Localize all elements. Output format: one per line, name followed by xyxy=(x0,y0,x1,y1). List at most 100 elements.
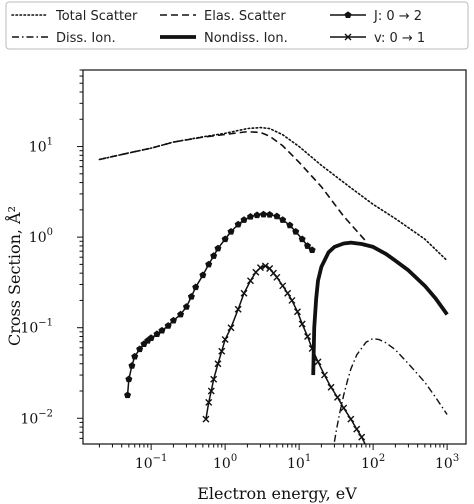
y-axis-label: Cross Section, Å² xyxy=(4,206,24,346)
series-diss-ion xyxy=(333,337,448,442)
x-tick-label: 100 xyxy=(213,453,237,472)
data-point-v-0-1 xyxy=(304,332,312,340)
data-point-j-0-2 xyxy=(246,213,254,220)
data-point-j-0-2 xyxy=(240,216,248,223)
data-point-v-0-1 xyxy=(279,282,287,290)
data-point-j-0-2 xyxy=(199,271,207,279)
data-point-j-0-2 xyxy=(298,235,306,243)
data-point-v-0-1 xyxy=(210,375,218,383)
data-point-j-0-2 xyxy=(192,283,200,291)
data-point-v-0-1 xyxy=(246,277,254,285)
series-elas-scatter xyxy=(99,130,367,242)
legend-entry-total-scatter: Total Scatter xyxy=(11,9,138,24)
legend: Total Scatter Elas. Scatter J: 0 → 2 Diss. … xyxy=(5,1,469,50)
data-point-j-0-2 xyxy=(279,216,287,223)
legend-entry-j-0-2: J: 0 → 2 xyxy=(330,9,422,24)
series-line-elas-scatter xyxy=(99,130,367,242)
data-point-j-0-2 xyxy=(286,221,294,229)
data-point-v-0-1 xyxy=(240,289,248,297)
data-point-j-0-2 xyxy=(308,246,316,254)
legend-entry-v-0-1: v: 0 → 1 xyxy=(330,31,425,46)
data-point-v-0-1 xyxy=(340,404,348,412)
data-point-v-0-1 xyxy=(353,425,361,433)
y-tick-label: 10−1 xyxy=(20,318,53,337)
series-line-total-scatter xyxy=(98,126,448,262)
data-point-v-0-1 xyxy=(205,398,213,406)
legend-label: Diss. Ion. xyxy=(56,31,116,46)
data-point-v-0-1 xyxy=(314,358,322,366)
legend-label: Total Scatter xyxy=(55,9,138,24)
legend-label: J: 0 → 2 xyxy=(373,9,422,24)
x-tick-label: 102 xyxy=(361,453,385,472)
data-point-v-0-1 xyxy=(347,415,355,423)
series-nondiss-ion xyxy=(311,240,449,376)
data-point-v-0-1 xyxy=(273,273,281,281)
data-point-j-0-2 xyxy=(158,326,166,334)
series-v-0-1 xyxy=(202,262,371,453)
data-point-v-0-1 xyxy=(320,371,328,379)
data-point-v-0-1 xyxy=(221,336,229,344)
data-point-v-0-1 xyxy=(333,393,341,401)
data-point-j-0-2 xyxy=(214,244,222,252)
data-point-j-0-2 xyxy=(182,303,190,310)
data-point-j-0-2 xyxy=(128,362,136,369)
data-point-v-0-1 xyxy=(284,289,292,297)
legend-entry-diss-ion: Diss. Ion. xyxy=(12,31,116,46)
data-point-j-0-2 xyxy=(260,210,267,218)
x-axis-label: Electron energy, eV xyxy=(197,484,357,503)
data-point-j-0-2 xyxy=(210,252,218,259)
data-point-j-0-2 xyxy=(125,375,133,383)
x-tick-label: 101 xyxy=(287,453,311,472)
data-point-v-0-1 xyxy=(365,447,371,453)
x-tick-label: 10−1 xyxy=(135,453,168,472)
y-tick-label: 101 xyxy=(29,137,53,156)
data-point-j-0-2 xyxy=(221,235,229,243)
data-point-j-0-2 xyxy=(147,334,155,341)
data-point-j-0-2 xyxy=(124,391,132,399)
data-point-j-0-2 xyxy=(205,260,213,268)
data-point-j-0-2 xyxy=(273,212,281,220)
legend-marker xyxy=(344,11,352,18)
data-point-v-0-1 xyxy=(293,308,301,316)
plot-area xyxy=(98,126,449,453)
legend-entry-elas-scatter: Elas. Scatter xyxy=(160,9,286,24)
axes: 10−1 100 101 102 103 10−2 10−1 100 101 xyxy=(20,69,467,472)
data-point-j-0-2 xyxy=(266,210,274,218)
data-point-j-0-2 xyxy=(234,220,242,228)
data-point-v-0-1 xyxy=(298,320,306,328)
data-point-v-0-1 xyxy=(207,387,215,395)
data-point-j-0-2 xyxy=(131,352,139,360)
y-tick-label: 100 xyxy=(29,227,53,246)
series-line-nondiss-ion xyxy=(311,240,449,376)
legend-entry-nondiss-ion: Nondiss. Ion. xyxy=(160,31,288,46)
data-point-j-0-2 xyxy=(187,293,195,300)
data-point-j-0-2 xyxy=(177,310,185,318)
data-point-v-0-1 xyxy=(256,264,264,272)
data-point-j-0-2 xyxy=(136,345,144,353)
data-point-j-0-2 xyxy=(169,316,177,324)
legend-label: v: 0 → 1 xyxy=(374,31,425,46)
data-point-v-0-1 xyxy=(261,262,269,270)
data-point-v-0-1 xyxy=(234,305,242,313)
data-point-v-0-1 xyxy=(288,296,296,304)
data-point-j-0-2 xyxy=(253,211,261,219)
data-point-j-0-2 xyxy=(304,242,312,249)
data-point-v-0-1 xyxy=(358,433,366,441)
series-line-diss-ion xyxy=(333,337,448,442)
plot-frame xyxy=(82,69,467,445)
legend-label: Elas. Scatter xyxy=(204,9,286,24)
series-j-0-2 xyxy=(124,210,316,399)
data-point-j-0-2 xyxy=(164,322,172,329)
legend-marker xyxy=(344,33,352,41)
data-point-v-0-1 xyxy=(202,415,210,423)
series-total-scatter xyxy=(98,126,448,262)
legend-label: Nondiss. Ion. xyxy=(204,31,288,46)
data-point-v-0-1 xyxy=(227,324,235,332)
data-point-v-0-1 xyxy=(327,383,335,391)
data-point-j-0-2 xyxy=(292,227,300,235)
data-point-v-0-1 xyxy=(218,347,226,355)
series-line-j-0-2 xyxy=(126,213,313,396)
data-point-j-0-2 xyxy=(227,227,235,235)
data-point-v-0-1 xyxy=(214,360,222,368)
